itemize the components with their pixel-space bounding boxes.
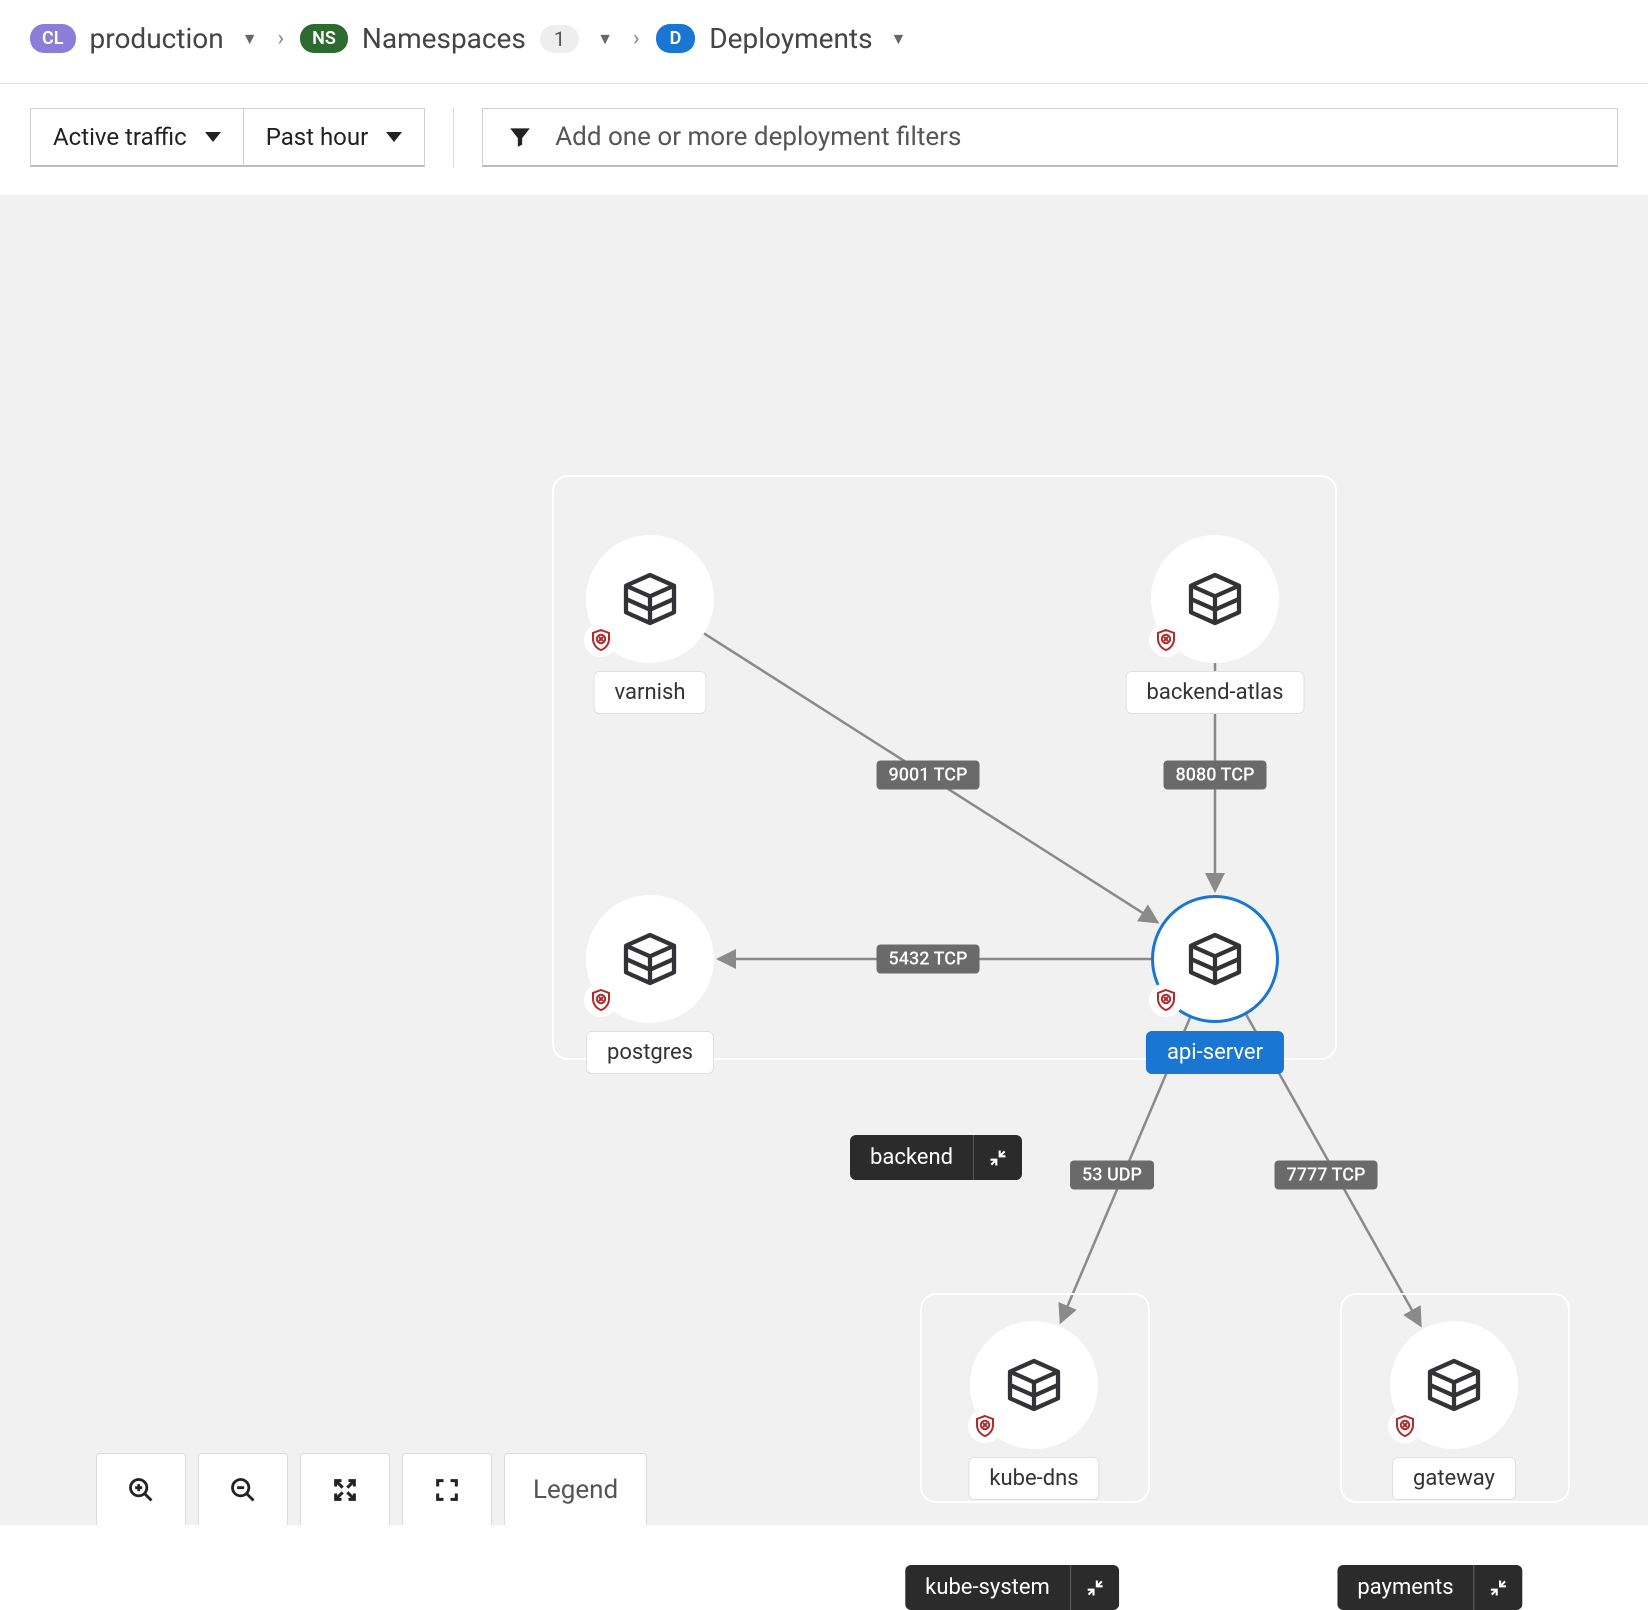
filter-placeholder: Add one or more deployment filters: [555, 122, 961, 152]
edge-label: 5432 TCP: [877, 945, 980, 974]
group-label-payments[interactable]: payments: [1337, 1565, 1522, 1610]
shield-icon: [584, 623, 618, 657]
deployments-label[interactable]: Deployments: [709, 22, 872, 55]
zoom-in-button[interactable]: [96, 1453, 186, 1525]
deployment-pill: D: [656, 24, 696, 53]
traffic-select[interactable]: Active traffic: [30, 108, 244, 167]
legend-button[interactable]: Legend: [504, 1453, 647, 1525]
filter-bar: Active traffic Past hour Add one or more…: [0, 84, 1648, 195]
cluster-name[interactable]: production: [90, 22, 224, 55]
shield-icon: [584, 983, 618, 1017]
legend-label: Legend: [533, 1475, 618, 1505]
node-label-api-server[interactable]: api-server: [1146, 1031, 1284, 1074]
chevron-down-icon: [386, 132, 402, 142]
fit-button[interactable]: [300, 1453, 390, 1525]
chevron-down-icon[interactable]: ▼: [593, 29, 617, 49]
filter-icon: [507, 124, 533, 150]
canvas-toolbar: Legend: [96, 1453, 647, 1525]
cluster-pill: CL: [30, 24, 76, 53]
namespace-pill: NS: [300, 24, 348, 53]
chevron-down-icon[interactable]: ▼: [887, 29, 911, 49]
fit-icon: [331, 1476, 359, 1504]
zoom-out-button[interactable]: [198, 1453, 288, 1525]
topology-canvas[interactable]: varnish backend-atlas postgres api-server ku…: [0, 195, 1648, 1525]
fullscreen-icon: [433, 1476, 461, 1504]
node-label-gateway[interactable]: gateway: [1392, 1457, 1516, 1500]
traffic-select-label: Active traffic: [53, 123, 187, 151]
group-label-backend[interactable]: backend: [850, 1135, 1022, 1180]
node-label-backend-atlas[interactable]: backend-atlas: [1126, 671, 1305, 714]
chevron-down-icon: [205, 132, 221, 142]
deployment-filter-input[interactable]: Add one or more deployment filters: [482, 108, 1618, 167]
fullscreen-button[interactable]: [402, 1453, 492, 1525]
shield-icon: [1388, 1409, 1422, 1443]
shield-icon: [1149, 983, 1183, 1017]
divider: [453, 108, 454, 167]
shield-icon: [1149, 623, 1183, 657]
node-label-kube-dns[interactable]: kube-dns: [968, 1457, 1099, 1500]
group-label-kube-system[interactable]: kube-system: [905, 1565, 1119, 1610]
edge-label: 8080 TCP: [1164, 761, 1267, 790]
timerange-select-label: Past hour: [266, 123, 369, 151]
node-label-postgres[interactable]: postgres: [586, 1031, 714, 1074]
chevron-down-icon[interactable]: ▼: [238, 29, 262, 49]
chevron-right-icon: ›: [631, 26, 642, 51]
edge-label: 7777 TCP: [1275, 1161, 1378, 1190]
namespaces-label[interactable]: Namespaces: [362, 22, 526, 55]
zoom-out-icon: [229, 1476, 257, 1504]
shield-icon: [968, 1409, 1002, 1443]
edge-label: 9001 TCP: [877, 761, 980, 790]
timerange-select[interactable]: Past hour: [243, 108, 426, 167]
namespace-count: 1: [540, 25, 579, 53]
breadcrumb: CL production ▼ › NS Namespaces 1 ▼ › D …: [0, 0, 1648, 83]
node-label-varnish[interactable]: varnish: [594, 671, 707, 714]
chevron-right-icon: ›: [276, 26, 287, 51]
edge-label: 53 UDP: [1070, 1161, 1154, 1190]
zoom-in-icon: [127, 1476, 155, 1504]
